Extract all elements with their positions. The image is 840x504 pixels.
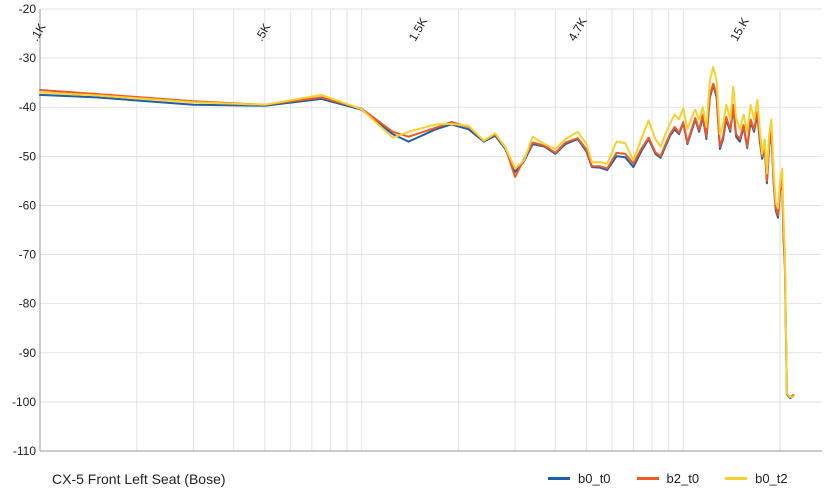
y-tick-label: -30 <box>19 51 37 65</box>
x-tick-label: .1K <box>27 21 48 44</box>
series-line-b0_t0 <box>39 84 795 399</box>
x-tick-label: .5K <box>252 21 273 44</box>
x-tick-label: 15.K <box>727 15 751 43</box>
chart-caption: CX-5 Front Left Seat (Bose) <box>52 471 226 487</box>
y-tick-label: -50 <box>19 149 37 163</box>
chart-legend: b0_t0 b2_t0 b0_t2 <box>548 471 788 486</box>
legend-label: b0_t0 <box>578 471 611 486</box>
y-tick-label: -80 <box>19 297 37 311</box>
y-tick-label: -60 <box>19 198 37 212</box>
legend-label: b2_t0 <box>666 471 700 486</box>
legend-swatch <box>725 477 748 480</box>
y-tick-label: -90 <box>19 346 37 360</box>
x-tick-label: 1.5K <box>406 15 430 43</box>
legend-swatch <box>636 477 659 480</box>
legend-item-b2_t0: b2_t0 <box>636 471 700 486</box>
y-tick-label: -110 <box>13 444 36 458</box>
legend-item-b0_t0: b0_t0 <box>548 471 611 486</box>
y-tick-label: -70 <box>19 248 37 262</box>
legend-swatch <box>548 477 570 480</box>
y-tick-label: -40 <box>19 100 37 114</box>
legend-item-b0_t2: b0_t2 <box>725 471 788 486</box>
y-tick-label: -20 <box>19 2 37 16</box>
legend-label: b0_t2 <box>755 471 788 486</box>
series-line-b0_t2 <box>39 66 795 398</box>
y-tick-label: -100 <box>12 395 36 409</box>
